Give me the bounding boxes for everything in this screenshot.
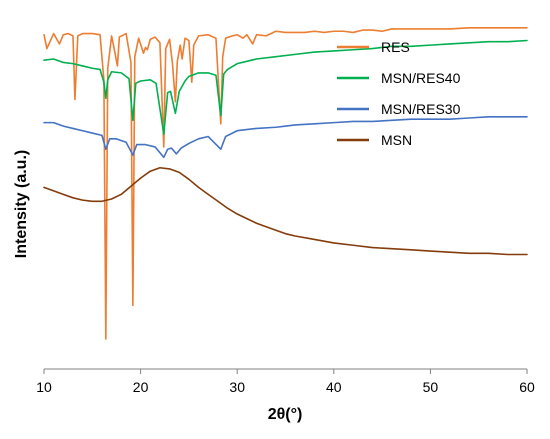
x-tick-label: 50 bbox=[423, 379, 439, 395]
x-tick-label: 40 bbox=[326, 379, 342, 395]
legend-label: MSN/RES30 bbox=[381, 101, 461, 117]
x-tick-label: 10 bbox=[36, 379, 52, 395]
series-line-msn bbox=[43, 166, 528, 256]
x-tick-label: 30 bbox=[229, 379, 245, 395]
series-line-res bbox=[43, 26, 528, 340]
x-axis-title: 2θ(°) bbox=[268, 406, 303, 423]
y-axis-title: Intensity (a.u.) bbox=[13, 150, 30, 258]
legend-label: RES bbox=[381, 39, 410, 55]
x-tick-marks bbox=[43, 369, 528, 374]
x-tick-label: 60 bbox=[519, 379, 535, 395]
x-tick-label: 20 bbox=[133, 379, 149, 395]
series-line-msn-res40 bbox=[43, 39, 528, 135]
legend: RES MSN/RES40 MSN/RES30 MSN bbox=[337, 39, 461, 148]
series-layer bbox=[43, 26, 528, 340]
series-line-msn-res30 bbox=[43, 116, 528, 159]
x-tick-labels: 10 20 30 40 50 60 bbox=[36, 379, 535, 395]
legend-label: MSN/RES40 bbox=[381, 70, 461, 86]
legend-label: MSN bbox=[381, 132, 412, 148]
